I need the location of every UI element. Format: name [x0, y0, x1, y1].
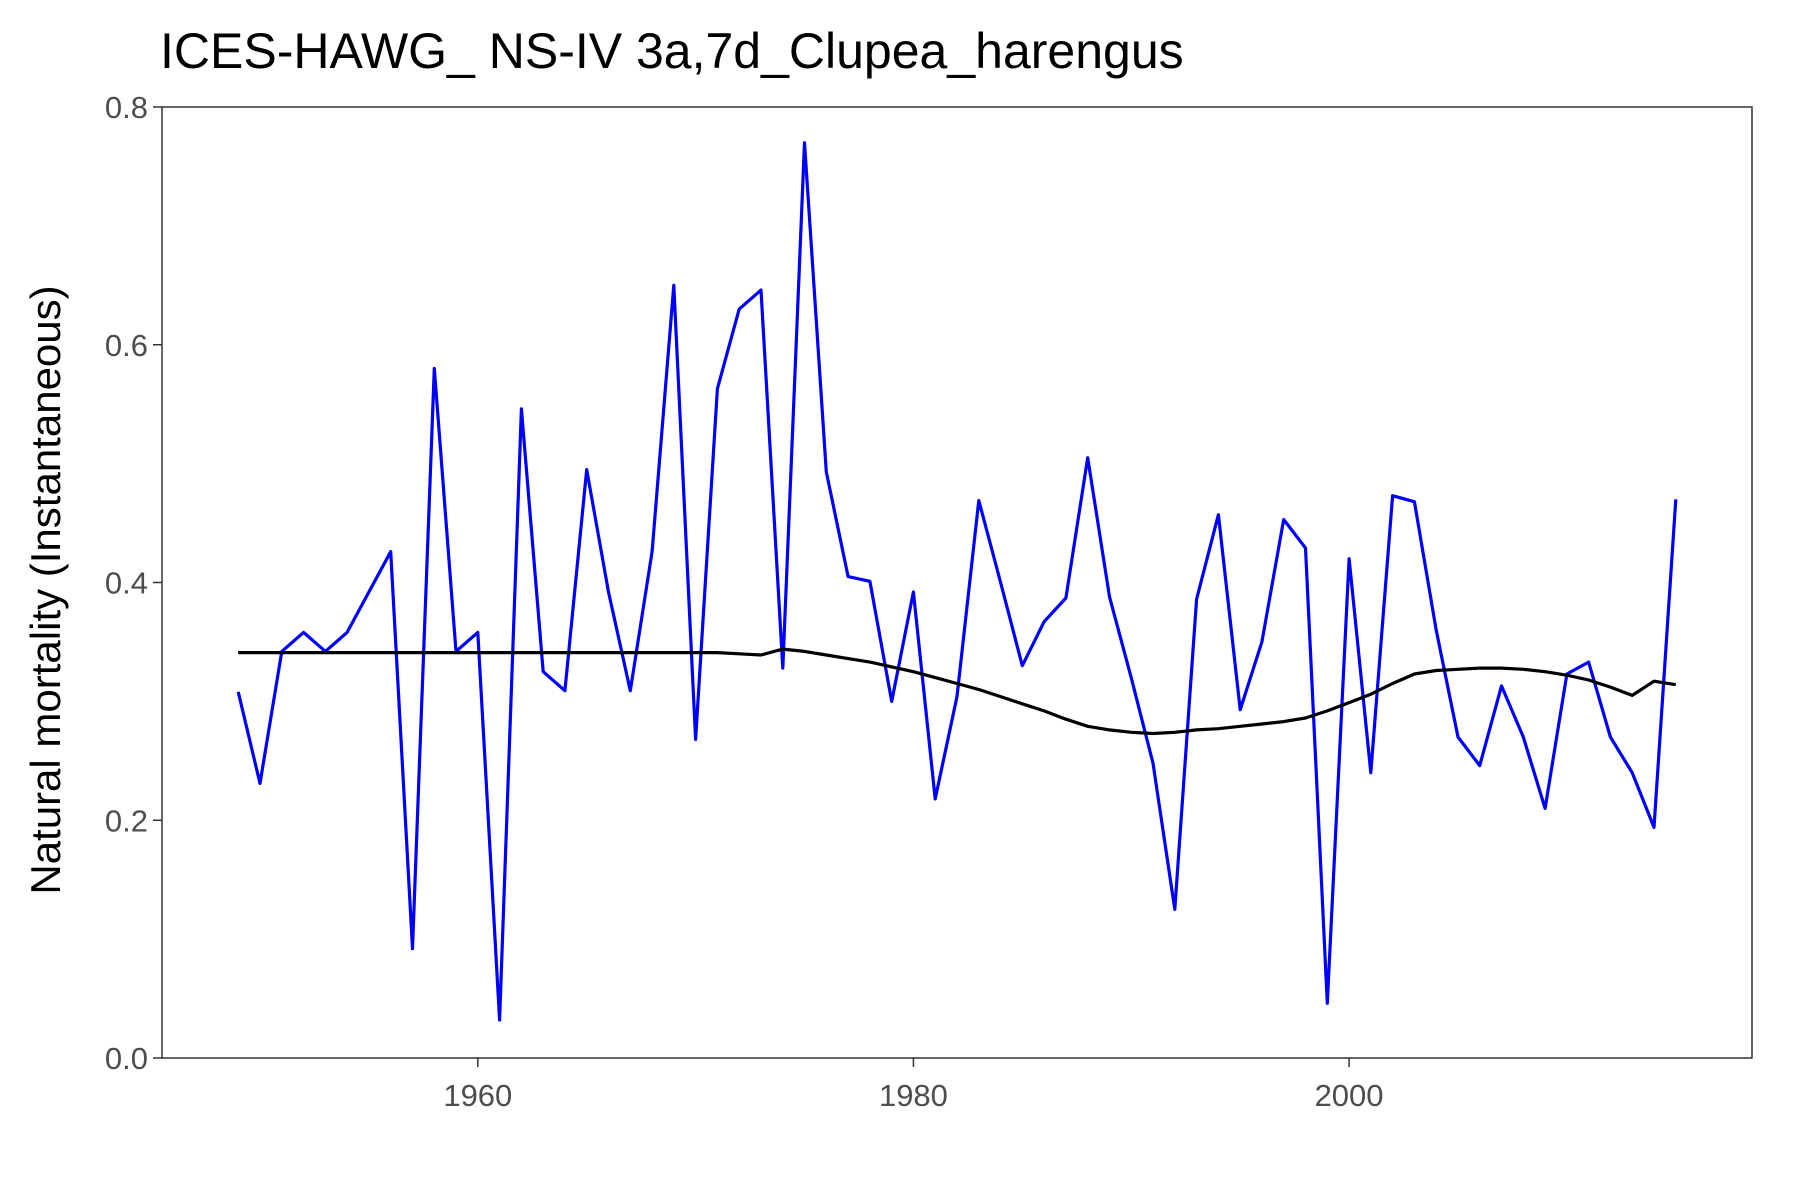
y-tick-label: 0.8: [105, 90, 148, 125]
y-tick-label: 0.0: [105, 1041, 148, 1076]
x-axis: 1960 1980 2000: [443, 1058, 1384, 1113]
x-tick-label: 1980: [879, 1078, 948, 1113]
plot-panel: [161, 106, 1753, 1059]
y-tick-label: 0.4: [105, 566, 148, 601]
y-tick-label: 0.2: [105, 803, 148, 838]
series-line-2: [238, 647, 1677, 736]
x-tick-label: 1960: [443, 1078, 512, 1113]
series-lines: [236, 141, 1678, 1022]
y-tick-label: 0.6: [105, 328, 148, 363]
y-axis-label: Natural mortality (Instantaneous): [22, 285, 69, 894]
x-tick-label: 2000: [1315, 1078, 1384, 1113]
y-axis: 0.0 0.2 0.4 0.6 0.8: [105, 90, 162, 1076]
chart-title: ICES-HAWG_ NS-IV 3a,7d_Clupea_harengus: [160, 23, 1184, 79]
series-line-1: [236, 141, 1678, 1022]
